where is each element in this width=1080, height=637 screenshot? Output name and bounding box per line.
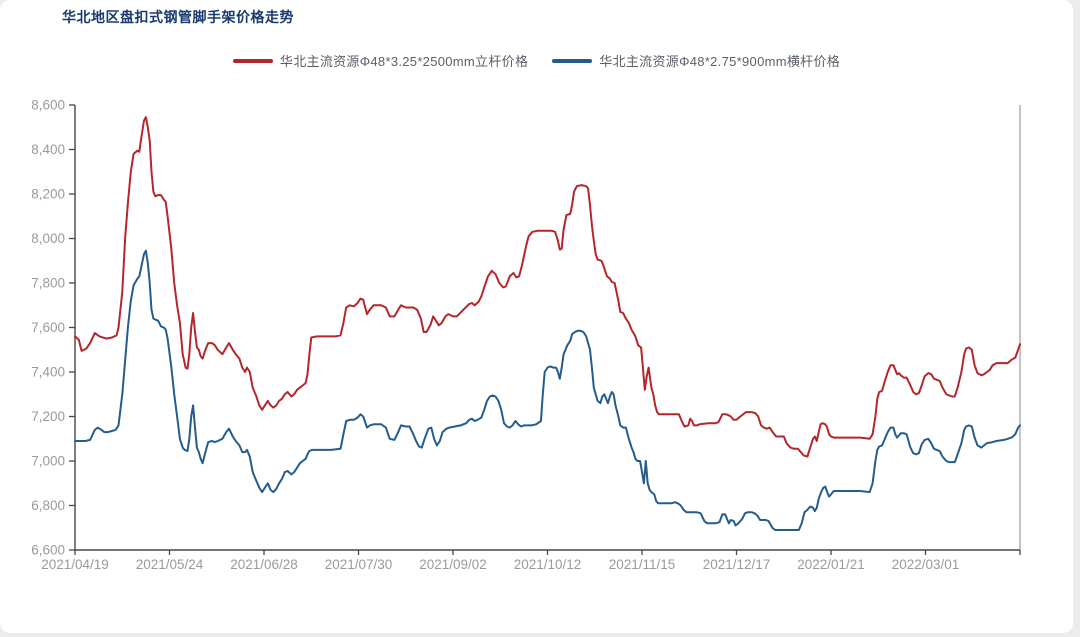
y-axis-label: 8,600 <box>31 98 65 113</box>
red-line-swatch-icon <box>232 58 273 63</box>
x-axis-label: 2021/07/30 <box>325 557 393 572</box>
x-axis-label: 2021/10/12 <box>514 557 582 572</box>
x-axis-label: 2021/12/17 <box>703 557 771 572</box>
x-axis-label: 2022/03/01 <box>892 557 960 572</box>
y-axis-label: 8,400 <box>31 142 65 157</box>
legend-label: 华北主流资源Φ48*3.25*2500mm立杆价格 <box>279 54 529 69</box>
y-axis-label: 7,200 <box>31 409 65 424</box>
chart-legend: 华北主流资源Φ48*3.25*2500mm立杆价格 华北主流资源Φ48*2.75… <box>0 51 1073 70</box>
legend-item-horizontal-bar-price[interactable]: 华北主流资源Φ48*2.75*900mm横杆价格 <box>552 51 840 70</box>
x-axis-label: 2021/06/28 <box>230 557 298 572</box>
x-axis-label: 2022/01/21 <box>797 557 865 572</box>
x-axis-label: 2021/05/24 <box>136 557 204 572</box>
page-title: 华北地区盘扣式钢管脚手架价格走势 <box>62 9 294 25</box>
x-axis-label: 2021/11/15 <box>609 557 676 572</box>
y-axis-label: 6,800 <box>31 498 65 513</box>
y-axis-label: 6,600 <box>31 543 65 558</box>
x-axis-label: 2021/04/19 <box>41 557 109 572</box>
blue-line-swatch-icon <box>552 58 593 63</box>
y-axis-label: 7,400 <box>31 365 65 380</box>
series-line-vertical-pole <box>74 116 1021 458</box>
legend-label: 华北主流资源Φ48*2.75*900mm横杆价格 <box>599 54 841 69</box>
series-line-horizontal-bar <box>74 249 1021 531</box>
y-axis-label: 8,000 <box>31 231 65 246</box>
y-axis-label: 7,800 <box>31 276 65 291</box>
y-axis-label: 8,200 <box>31 187 65 202</box>
y-axis-label: 7,000 <box>31 454 65 469</box>
y-axis-label: 7,600 <box>31 320 65 335</box>
legend-item-vertical-pole-price[interactable]: 华北主流资源Φ48*3.25*2500mm立杆价格 <box>232 51 529 70</box>
x-axis-label: 2021/09/02 <box>419 557 487 572</box>
